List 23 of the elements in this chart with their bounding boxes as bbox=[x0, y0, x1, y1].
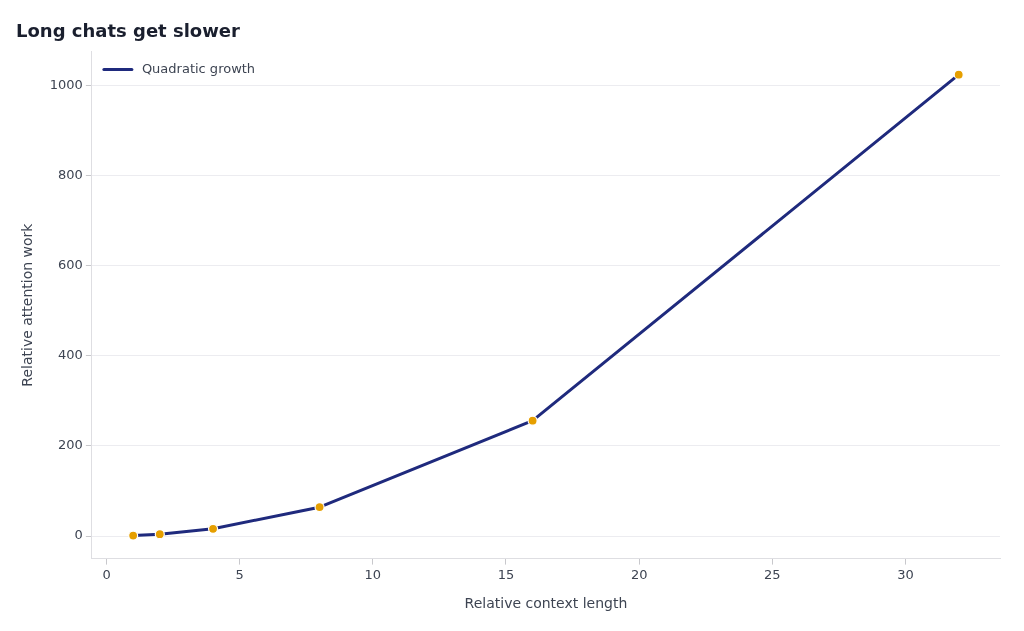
legend-label: Quadratic growth bbox=[141, 60, 256, 76]
y-tick-label: 1000 bbox=[49, 76, 83, 92]
x-tick-label: 30 bbox=[897, 566, 914, 582]
y-tick-label: 200 bbox=[58, 437, 83, 453]
x-tick-label: 5 bbox=[235, 566, 244, 582]
y-tick-label: 400 bbox=[58, 347, 83, 363]
point bbox=[154, 529, 165, 540]
point bbox=[128, 530, 139, 541]
chart-title: Long chats get slower bbox=[16, 20, 241, 42]
point bbox=[314, 502, 325, 513]
x-tick-label: 20 bbox=[630, 566, 648, 582]
y-tick-label: 600 bbox=[58, 257, 83, 273]
x-tick-label: 15 bbox=[497, 566, 515, 582]
x-tick-label: 10 bbox=[364, 566, 382, 582]
y-axis-title: Relative attention work bbox=[19, 222, 36, 387]
y-tick-label: 800 bbox=[58, 166, 83, 182]
point bbox=[527, 415, 538, 426]
y-tick-label: 0 bbox=[74, 527, 83, 543]
point bbox=[207, 523, 219, 534]
x-tick-label: 25 bbox=[764, 566, 781, 582]
point bbox=[953, 69, 964, 80]
x-axis-title: Relative context length bbox=[464, 595, 628, 612]
x-tick-label: 0 bbox=[102, 566, 111, 582]
